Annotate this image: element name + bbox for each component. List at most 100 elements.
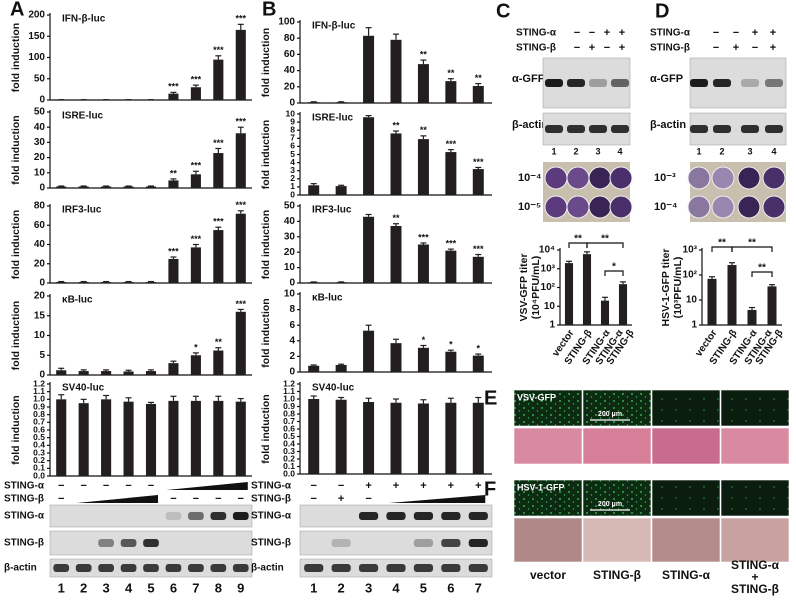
bar <box>123 186 134 188</box>
lane-number: 2 <box>80 580 87 595</box>
y-tick-label: 50 <box>284 201 296 212</box>
bar <box>56 186 67 188</box>
y-tick-label: 0 <box>290 189 295 199</box>
significance-label: *** <box>446 139 457 149</box>
chart-title: κB-luc <box>62 295 93 306</box>
y-tick-label: 0.3 <box>283 446 295 456</box>
significance-label: *** <box>191 75 202 85</box>
bar <box>168 400 179 476</box>
y-tick-label: 10³ <box>541 263 556 274</box>
bar <box>145 371 157 375</box>
lane-number: 9 <box>237 580 244 595</box>
y-tick-label: 5 <box>290 149 295 159</box>
significance-label: *** <box>168 82 179 92</box>
bar <box>78 403 89 476</box>
y-tick-label: 10 <box>286 108 296 118</box>
blot-band <box>210 512 227 520</box>
significance-label: ** <box>215 337 223 347</box>
y-tick-label: 0 <box>39 370 45 381</box>
bar <box>145 186 157 188</box>
y-tick-label: 40 <box>34 239 46 250</box>
plaque-well <box>762 195 786 219</box>
blot-band <box>53 564 70 572</box>
bar <box>417 139 429 195</box>
y-tick-label: 3 <box>290 165 295 175</box>
lane-number: 5 <box>420 580 427 595</box>
bar <box>168 258 179 283</box>
blot-band <box>165 512 182 520</box>
y-tick-label: 100 <box>28 52 45 63</box>
scale-label: 200 μm <box>598 501 622 508</box>
bar <box>190 355 201 375</box>
y-tick-label: 1.0 <box>283 393 295 403</box>
blot-band <box>567 125 585 133</box>
y-tick-label: 30 <box>284 231 296 242</box>
y-tick-label: 1.1 <box>283 386 295 396</box>
bar <box>168 93 179 100</box>
lane-number: 4 <box>771 146 776 156</box>
y-tick-label: 8 <box>290 124 295 134</box>
y-tick-label: 10 <box>34 330 46 341</box>
plaque-well <box>711 166 735 190</box>
y-axis-label: (10³PFU/mL) <box>672 257 684 319</box>
y-tick-label: 0.5 <box>283 431 295 441</box>
bar <box>308 282 320 283</box>
y-tick-label: 60 <box>284 49 296 60</box>
bar <box>235 133 246 188</box>
significance-bracket <box>604 270 624 276</box>
plaque-well <box>609 195 633 219</box>
blot-band <box>765 79 783 87</box>
significance-bracket <box>731 246 773 252</box>
blot-strip <box>299 530 493 556</box>
bar <box>235 213 246 283</box>
micrograph <box>582 427 652 465</box>
bar <box>235 311 246 375</box>
micrograph <box>513 479 583 517</box>
chart-title: IRF3-luc <box>62 205 102 216</box>
plaque-well <box>566 195 590 219</box>
significance-label: *** <box>473 157 484 167</box>
y-tick-label: 0.7 <box>283 416 295 426</box>
bar <box>308 185 320 195</box>
y-tick-label: 10³ <box>683 245 698 256</box>
chart-title: ISRE-luc <box>62 111 104 122</box>
y-tick-label: 80 <box>284 33 296 44</box>
y-tick-label: 10 <box>284 262 296 273</box>
y-axis-label: HSV-1-GFP titer <box>660 249 672 327</box>
y-tick-label: 6 <box>290 141 295 151</box>
panel-label: B <box>262 0 276 20</box>
y-tick-label: 8 <box>289 304 295 315</box>
bar <box>600 300 610 325</box>
significance-label: ** <box>574 234 582 245</box>
bar <box>78 371 89 375</box>
y-tick-label: 1.2 <box>283 378 295 388</box>
condition-sign: − <box>215 493 221 505</box>
blot-band <box>98 564 114 572</box>
y-tick-label: 0 <box>289 367 295 378</box>
condition-sign: − <box>604 42 610 54</box>
condition-sign: − <box>125 480 131 492</box>
bar <box>445 402 457 474</box>
y-tick-label: 60 <box>34 220 46 231</box>
y-tick-label: 0.5 <box>33 432 45 442</box>
bar <box>123 282 134 283</box>
bar <box>390 402 402 474</box>
y-tick-label: 20 <box>34 291 46 302</box>
blot-band <box>188 512 204 520</box>
condition-sign: − <box>574 42 580 54</box>
chart-title: IRF3-luc <box>312 205 352 216</box>
condition-label: STING-α <box>650 28 691 39</box>
micrograph <box>651 517 721 563</box>
significance-label: *** <box>191 234 202 244</box>
y-tick-label: 2 <box>290 173 295 183</box>
blot-band <box>98 539 114 547</box>
bar <box>190 247 201 283</box>
y-tick-label: 10 <box>686 295 698 306</box>
blot-band <box>545 79 563 87</box>
dilution-label: 10⁻⁴ <box>518 172 541 184</box>
blot-band <box>120 539 137 547</box>
blot-band <box>468 512 488 520</box>
y-tick-label: 10 <box>544 301 556 312</box>
column-label: STING-α <box>731 558 780 572</box>
condition-label: STING-β <box>251 494 291 505</box>
